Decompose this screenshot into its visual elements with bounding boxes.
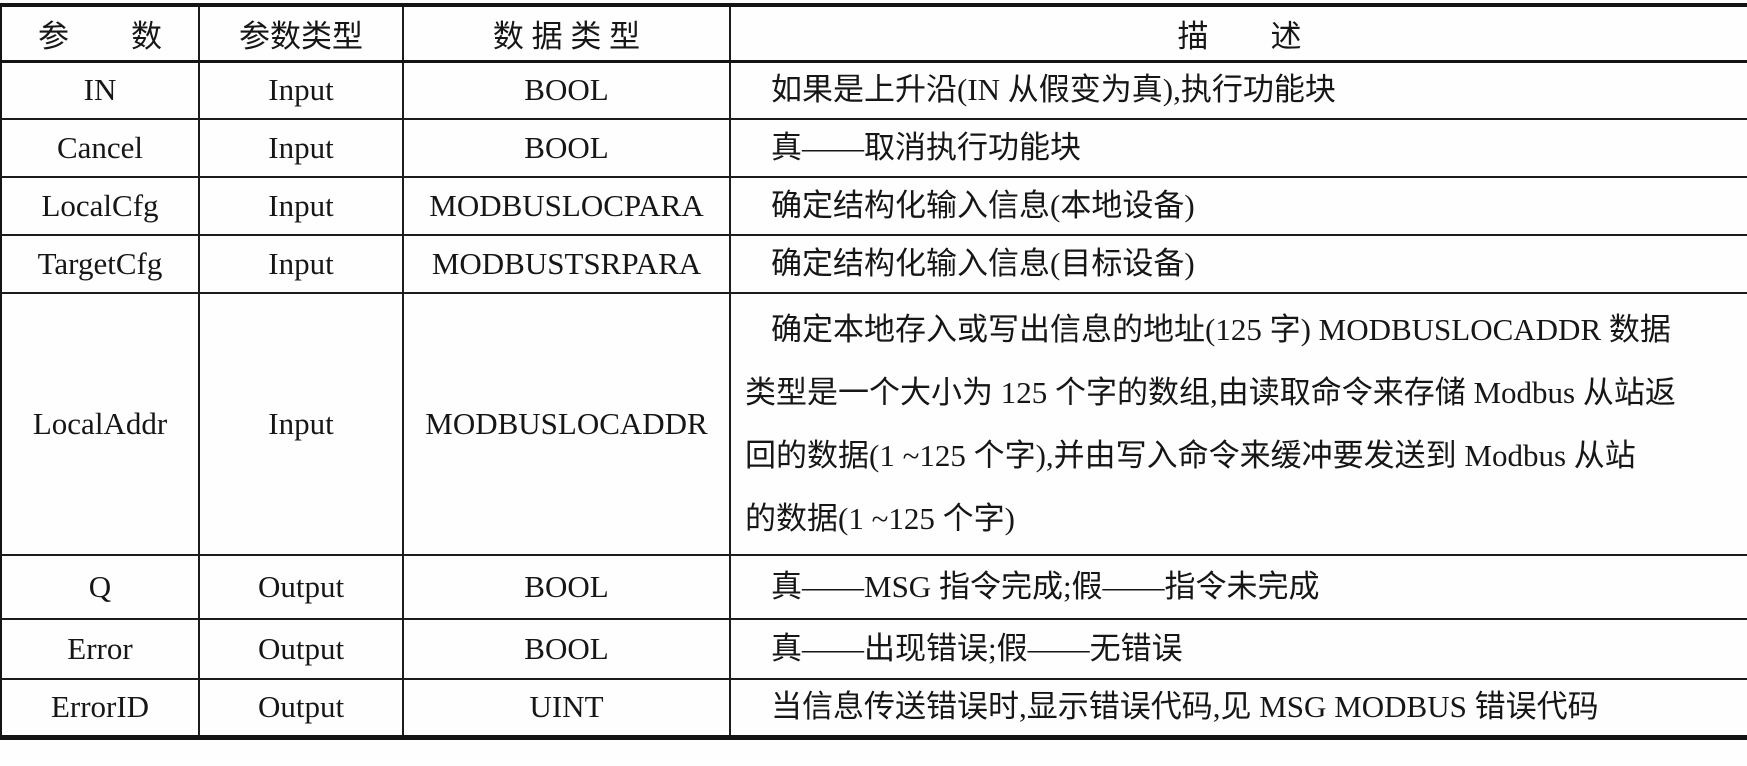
data-type-cell: UINT — [402, 678, 731, 740]
data-type-cell: BOOL — [402, 554, 731, 620]
table-row-q: Q Output BOOL 真——MSG 指令完成;假——指令未完成 — [0, 554, 1747, 620]
desc-line: 确定结构化输入信息(目标设备) — [771, 246, 1195, 281]
table-header-row: 参 数 参数类型 数 据 类 型 描 述 — [0, 3, 1747, 63]
table-row-localcfg: LocalCfg Input MODBUSLOCPARA 确定结构化输入信息(本… — [0, 176, 1747, 236]
param-type-cell: Output — [198, 554, 404, 620]
parameter-table: 参 数 参数类型 数 据 类 型 描 述 IN Input BOOL 如果是上升… — [0, 3, 1747, 740]
param-cell: Q — [0, 554, 200, 620]
data-type-cell: MODBUSLOCADDR — [402, 292, 731, 556]
param-cell: TargetCfg — [0, 234, 200, 294]
table-row-in: IN Input BOOL 如果是上升沿(IN 从假变为真),执行功能块 — [0, 60, 1747, 120]
desc-cell: 确定结构化输入信息(本地设备) — [729, 176, 1747, 236]
desc-cell: 真——出现错误;假——无错误 — [729, 618, 1747, 680]
param-type-cell: Input — [198, 60, 404, 120]
table-row-targetcfg: TargetCfg Input MODBUSTSRPARA 确定结构化输入信息(… — [0, 234, 1747, 294]
table-row-localaddr: LocalAddr Input MODBUSLOCADDR 确定本地存入或写出信… — [0, 292, 1747, 556]
param-type-cell: Output — [198, 678, 404, 740]
param-type-cell: Input — [198, 176, 404, 236]
desc-cell: 当信息传送错误时,显示错误代码,见 MSG MODBUS 错误代码 — [729, 678, 1747, 740]
param-cell: IN — [0, 60, 200, 120]
param-cell: LocalCfg — [0, 176, 200, 236]
desc-line: 的数据(1 ~125 个字) — [745, 501, 1015, 536]
param-cell: LocalAddr — [0, 292, 200, 556]
desc-line: 确定本地存入或写出信息的地址(125 字) MODBUSLOCADDR 数据 — [771, 312, 1671, 347]
header-desc: 描 述 — [729, 3, 1747, 63]
header-param: 参 数 — [0, 3, 200, 63]
desc-cell: 真——MSG 指令完成;假——指令未完成 — [729, 554, 1747, 620]
desc-cell: 如果是上升沿(IN 从假变为真),执行功能块 — [729, 60, 1747, 120]
desc-line: 如果是上升沿(IN 从假变为真),执行功能块 — [771, 72, 1336, 108]
desc-line: 类型是一个大小为 125 个字的数组,由读取命令来存储 Modbus 从站返 — [745, 375, 1676, 410]
table-row-error: Error Output BOOL 真——出现错误;假——无错误 — [0, 618, 1747, 680]
data-type-cell: BOOL — [402, 618, 731, 680]
desc-line: 真——出现错误;假——无错误 — [771, 631, 1183, 666]
param-cell: Cancel — [0, 118, 200, 178]
desc-line: 真——MSG 指令完成;假——指令未完成 — [771, 569, 1320, 604]
desc-line: 确定结构化输入信息(本地设备) — [771, 188, 1195, 223]
data-type-cell: MODBUSLOCPARA — [402, 176, 731, 236]
desc-line: 回的数据(1 ~125 个字),并由写入命令来缓冲要发送到 Modbus 从站 — [745, 438, 1636, 473]
desc-line: 真——取消执行功能块 — [771, 130, 1081, 165]
desc-cell: 真——取消执行功能块 — [729, 118, 1747, 178]
table-row-errorid: ErrorID Output UINT 当信息传送错误时,显示错误代码,见 MS… — [0, 678, 1747, 740]
param-type-cell: Output — [198, 618, 404, 680]
param-cell: ErrorID — [0, 678, 200, 740]
data-type-cell: MODBUSTSRPARA — [402, 234, 731, 294]
param-type-cell: Input — [198, 292, 404, 556]
desc-line: 当信息传送错误时,显示错误代码,见 MSG MODBUS 错误代码 — [771, 689, 1599, 725]
data-type-cell: BOOL — [402, 118, 731, 178]
header-param-type: 参数类型 — [198, 3, 404, 63]
param-type-cell: Input — [198, 234, 404, 294]
desc-cell: 确定本地存入或写出信息的地址(125 字) MODBUSLOCADDR 数据 类… — [729, 292, 1747, 556]
data-type-cell: BOOL — [402, 60, 731, 120]
param-cell: Error — [0, 618, 200, 680]
desc-cell: 确定结构化输入信息(目标设备) — [729, 234, 1747, 294]
header-data-type: 数 据 类 型 — [402, 3, 731, 63]
table-row-cancel: Cancel Input BOOL 真——取消执行功能块 — [0, 118, 1747, 178]
param-type-cell: Input — [198, 118, 404, 178]
